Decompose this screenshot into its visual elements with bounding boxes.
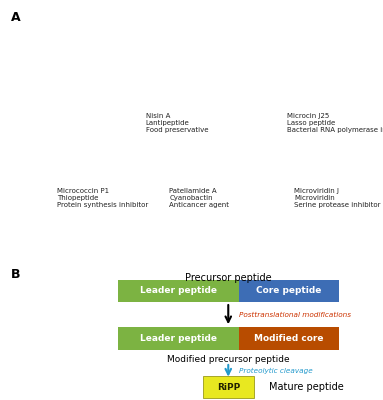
FancyBboxPatch shape: [239, 327, 339, 350]
Text: Core peptide: Core peptide: [256, 286, 322, 296]
Text: Microcin J25
Lasso peptide
Bacterial RNA polymerase inhibitor: Microcin J25 Lasso peptide Bacterial RNA…: [287, 113, 383, 133]
Text: Modified core: Modified core: [254, 334, 324, 343]
Text: Modified precursor peptide: Modified precursor peptide: [167, 354, 290, 364]
Text: Microviridin J
Microviridin
Serine protease inhibitor: Microviridin J Microviridin Serine prote…: [295, 188, 381, 208]
Text: Leader peptide: Leader peptide: [140, 334, 217, 343]
Text: Mature peptide: Mature peptide: [269, 382, 344, 392]
FancyBboxPatch shape: [118, 280, 239, 302]
Text: Micrococcin P1
Thiopeptide
Protein synthesis inhibitor: Micrococcin P1 Thiopeptide Protein synth…: [57, 188, 149, 208]
Text: Proteolytic cleavage: Proteolytic cleavage: [239, 368, 313, 374]
Text: Precursor peptide: Precursor peptide: [185, 274, 272, 284]
Text: RiPP: RiPP: [217, 382, 240, 392]
FancyBboxPatch shape: [239, 280, 339, 302]
FancyBboxPatch shape: [118, 327, 239, 350]
Text: Nisin A
Lantipeptide
Food preservative: Nisin A Lantipeptide Food preservative: [146, 113, 208, 133]
Text: Leader peptide: Leader peptide: [140, 286, 217, 296]
Text: B: B: [11, 268, 21, 282]
Text: Patellamide A
Cyanobactin
Anticancer agent: Patellamide A Cyanobactin Anticancer age…: [169, 188, 229, 208]
Text: Posttranslational modifications: Posttranslational modifications: [239, 312, 351, 318]
Text: A: A: [11, 10, 21, 24]
FancyBboxPatch shape: [203, 376, 254, 398]
